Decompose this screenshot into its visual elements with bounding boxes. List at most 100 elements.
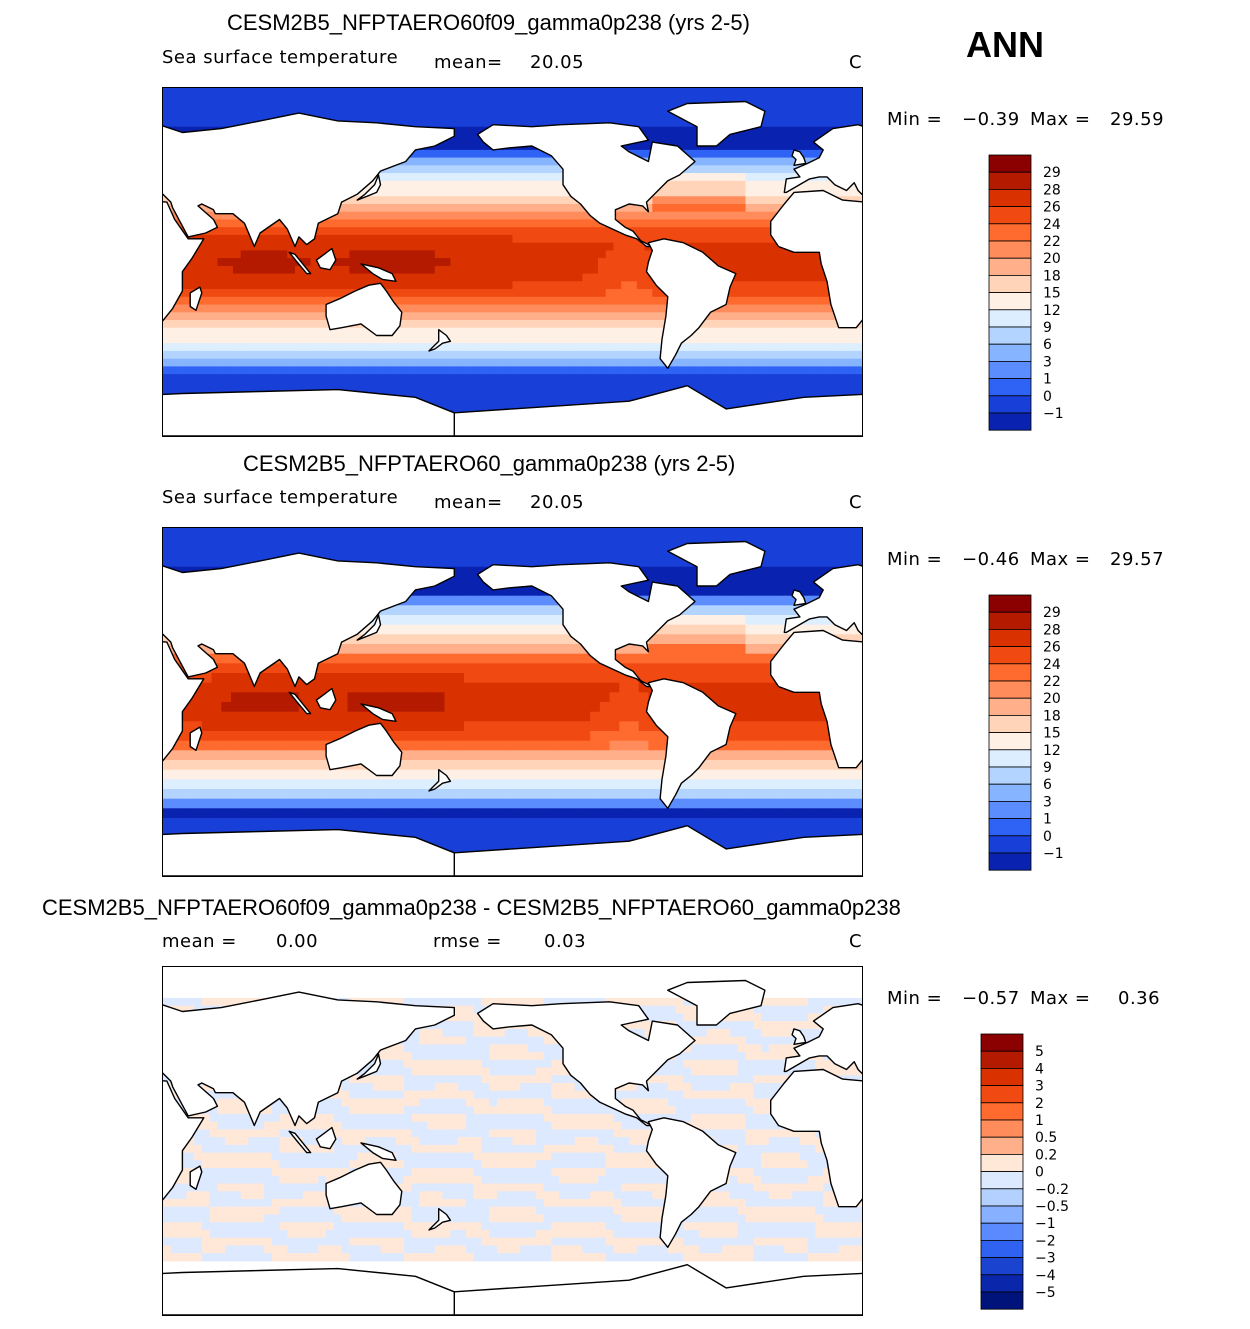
field-cell [799,289,809,298]
field-cell [512,219,521,228]
field-cell [512,615,523,626]
field-cell [807,118,816,128]
field-cell [792,312,801,321]
field-cell [310,265,319,275]
field-cell [240,312,250,321]
field-cell [302,350,312,360]
field-cell [419,374,428,383]
field-cell [543,111,552,120]
field-cell [497,219,506,228]
field-cell [675,196,684,205]
field-cell [372,196,382,205]
field-cell [225,289,234,298]
field-cell [464,586,475,597]
field-cell [644,149,653,159]
field-cell [248,111,257,120]
field-cell [310,296,319,306]
field-cell [186,312,195,321]
field-cell [450,405,459,414]
field-cell [846,118,855,128]
field-cell [201,304,211,313]
field-cell [497,281,506,290]
field-cell [318,95,327,104]
field-cell [823,118,832,128]
field-cell [163,381,172,391]
field-cell [326,343,335,352]
field-cell [768,111,778,120]
field-cell [621,111,630,120]
field-cell [636,281,646,290]
field-cell [442,111,451,120]
field-cell [531,634,543,645]
field-cell [473,327,483,336]
field-cell [559,312,568,321]
field-cell [310,111,319,120]
field-cell [256,312,265,321]
field-cell [512,381,521,391]
field-cell [830,389,840,398]
field-cell [349,358,358,367]
field-cell [520,157,529,166]
field-cell [442,327,451,336]
field-cell [652,335,661,344]
colorbar-swatch [988,378,1032,397]
field-cell [784,327,793,336]
field-cell [489,335,498,344]
field-cell [357,265,366,275]
field-cell [186,358,195,367]
field-cell [590,389,599,398]
field-cell [621,289,630,298]
field-cell [652,312,661,321]
field-cell [473,374,483,383]
field-cell [551,204,560,213]
field-cell [722,397,731,406]
field-cell [473,88,483,97]
field-cell [761,173,770,182]
field-cell [279,273,288,282]
field-cell [832,624,844,635]
field-cell [473,149,483,159]
field-cell [211,528,222,539]
field-cell [279,335,288,344]
field-cell [427,350,436,360]
field-cell [799,126,809,135]
field-cell [842,528,853,539]
field-cell [722,366,731,375]
field-cell [310,320,319,329]
field-cell [551,173,560,182]
field-cell [298,528,310,539]
field-cell [483,557,494,568]
field-cell [403,242,413,251]
field-cell [621,258,630,267]
field-cell [799,343,809,352]
field-cell [434,118,444,128]
field-cell [464,634,475,645]
field-cell [512,397,521,406]
field-cell [613,111,622,120]
field-cell [691,126,700,135]
field-cell [326,111,335,120]
field-cell [481,211,490,220]
field-cell [799,381,809,391]
field-cell [333,95,343,104]
field-cell [209,381,218,391]
field-cell [551,335,560,344]
field-cell [481,397,490,406]
field-cell [636,204,646,213]
field-cell [644,227,653,236]
field-cell [458,88,467,97]
field-cell [737,273,747,282]
field-cell [512,234,521,244]
field-cell [444,528,455,539]
field-cell [605,381,615,391]
field-cell [854,335,862,344]
field-cell [543,304,552,313]
field-cell [768,381,778,391]
field-cell [691,234,700,244]
field-cell [566,350,576,360]
field-cell [776,142,785,151]
field-cell [794,624,805,635]
field-cell [256,281,265,290]
field-cell [722,312,731,321]
field-cell [714,142,723,151]
